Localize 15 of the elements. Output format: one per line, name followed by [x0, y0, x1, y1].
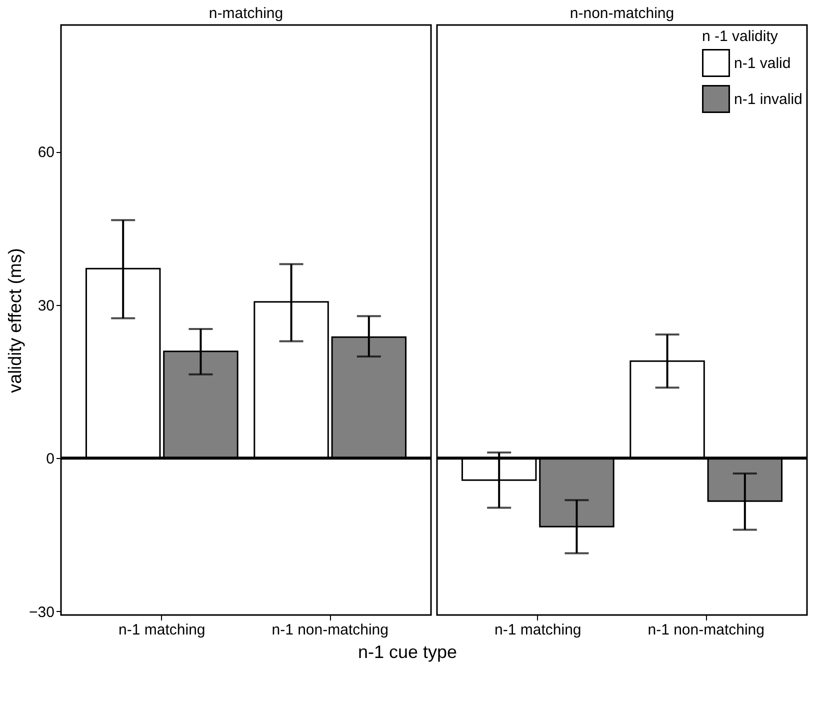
x-tick-label: n-1 matching	[494, 622, 582, 638]
legend-label: n-1 valid	[734, 55, 791, 72]
y-tick-label: 0	[46, 450, 54, 468]
y-tick-label: 30	[38, 297, 54, 314]
y-axis-title: validity effect (ms)	[5, 248, 26, 393]
x-tick-label: n-1 non-matching	[648, 622, 764, 638]
legend-label: n-1 invalid	[734, 91, 802, 108]
x-tick-label: n-1 non-matching	[272, 622, 388, 638]
chart-title: n-matching	[208, 5, 284, 22]
x-tick-label: n-1 matching	[118, 622, 206, 638]
chart-title: n-non-matching	[570, 5, 674, 22]
y-tick-label: −30	[29, 604, 54, 621]
y-tick-label: 60	[38, 144, 54, 162]
legend-title: n -1 validity	[702, 28, 778, 45]
x-axis-title: n-1 cue type	[358, 642, 458, 662]
